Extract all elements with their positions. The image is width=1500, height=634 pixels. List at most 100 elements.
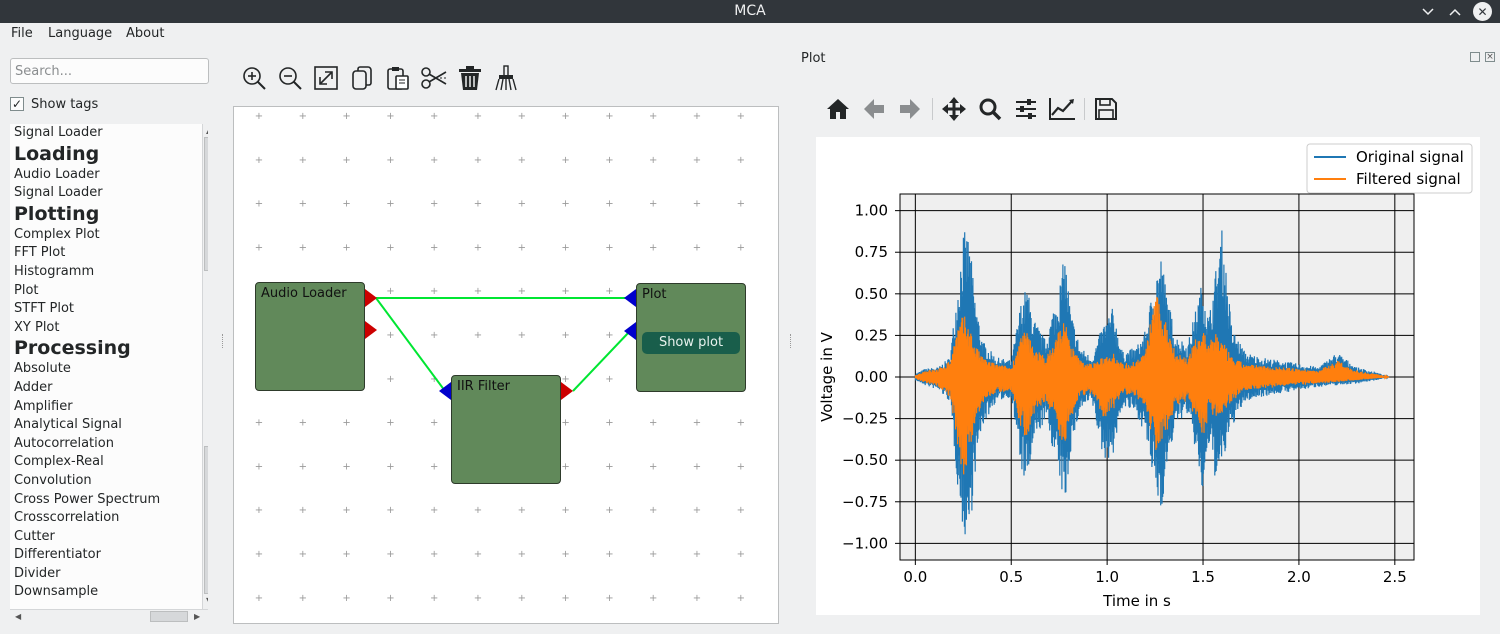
list-item[interactable]: Differentiator [14,547,101,563]
fit-view-button[interactable] [309,60,343,96]
list-item[interactable]: Crosscorrelation [14,510,120,526]
show-plot-button[interactable]: Show plot [642,332,740,354]
list-item[interactable]: Adder [14,379,53,395]
svg-text:+: + [386,461,394,472]
svg-text:+: + [605,461,613,472]
search-input[interactable] [10,58,209,84]
copy-button[interactable] [345,60,379,96]
svg-text:+: + [605,330,613,341]
paste-icon [387,67,409,90]
node-audio-loader[interactable]: Audio Loader [255,282,365,391]
node-iir-filter[interactable]: IIR Filter [451,375,561,484]
list-item[interactable]: Analytical Signal [14,417,122,433]
forward-button[interactable] [894,92,926,126]
zoom-in-button[interactable] [237,60,271,96]
list-item[interactable]: Divider [14,565,61,581]
maximize-button[interactable] [1445,2,1464,21]
home-button[interactable] [822,92,854,126]
delete-button[interactable] [453,60,487,96]
chevron-down-icon [1421,7,1434,15]
svg-text:+: + [299,155,307,166]
y-tick-label: −1.00 [842,534,888,552]
list-item[interactable]: Convolution [14,472,92,488]
scroll-thumb[interactable] [204,137,208,271]
hscroll-thumb[interactable] [150,611,188,622]
node-editor-canvas[interactable]: + + + + + + + + + + + + + + + + + + + + + + + + + + + + + + + + + + + + + + + +… [233,106,779,624]
close-window-button[interactable]: ✕ [1473,2,1492,21]
x-tick-label: 1.5 [1191,568,1215,586]
list-item[interactable]: FFT Plot [14,245,66,261]
node-plot[interactable]: Plot Show plot [636,283,746,392]
pan-button[interactable] [938,92,970,126]
svg-text:+: + [561,593,569,604]
connection-line[interactable] [572,330,631,392]
svg-text:+: + [737,242,745,253]
cut-button[interactable] [417,60,451,96]
output-port-1[interactable] [365,289,377,307]
zoom-out-icon [279,67,302,90]
menu-language[interactable]: Language [48,26,113,41]
paste-button[interactable] [381,60,415,96]
zoom-button[interactable] [974,92,1006,126]
splitter-handle[interactable] [222,334,225,348]
save-figure-button[interactable] [1090,92,1122,126]
plot-canvas[interactable]: 0.0 0.5 1.0 1.5 2.0 2.5 1.00 0.75 0.50 0.25 0.00 −0… [816,137,1480,615]
svg-text:+: + [386,155,394,166]
show-tags-checkbox[interactable]: ✓ Show tags [10,95,98,113]
list-item[interactable]: Signal Loader [14,125,103,140]
svg-text:+: + [299,461,307,472]
node-list[interactable]: Signal Loader Loading Audio Loader Signal L… [10,124,208,609]
menu-file[interactable]: File [11,26,33,41]
list-item[interactable]: Signal Loader [14,185,103,201]
list-vertical-scrollbar[interactable]: ▲ ▼ [202,124,208,609]
list-item[interactable]: Histogramm [14,263,95,279]
svg-text:+: + [693,461,701,472]
list-item[interactable]: Plot [14,282,39,298]
minimize-button[interactable] [1418,2,1437,21]
input-port-iir[interactable] [439,382,451,400]
output-port-2[interactable] [365,321,377,339]
svg-text:+: + [605,155,613,166]
input-port-plot-2[interactable] [624,322,636,340]
connection-line[interactable] [375,297,446,392]
svg-text:+: + [737,155,745,166]
splitter-handle-right[interactable] [790,334,793,348]
svg-text:+: + [255,549,263,560]
clear-button[interactable] [489,60,523,96]
svg-text:+: + [299,549,307,560]
list-item[interactable]: Downsample [14,584,99,600]
list-item[interactable]: Absolute [14,361,71,377]
back-button[interactable] [858,92,890,126]
svg-text:+: + [693,155,701,166]
svg-text:+: + [605,199,613,210]
list-item[interactable]: Audio Loader [14,166,100,182]
list-item[interactable]: XY Plot [14,319,60,335]
list-item[interactable]: Complex-Real [14,454,104,470]
list-horizontal-scrollbar[interactable]: ◀ ▶ [10,609,208,623]
dock-close-button[interactable]: × [1485,52,1495,62]
input-port-plot-1[interactable] [624,289,636,307]
menu-about[interactable]: About [126,26,165,41]
y-tick-label: −0.50 [842,451,888,469]
list-item[interactable]: Cutter [14,528,55,544]
svg-text:+: + [474,111,482,122]
list-item[interactable]: Amplifier [14,398,73,414]
output-port-iir[interactable] [561,382,573,400]
list-item[interactable]: STFT Plot [14,301,75,317]
scroll-thumb-lower[interactable] [204,446,208,594]
y-tick-label: 0.50 [855,285,888,303]
edit-axis-button[interactable] [1046,92,1078,126]
list-item[interactable]: Cross Power Spectrum [14,491,161,507]
configure-subplots-button[interactable] [1010,92,1042,126]
zoom-out-button[interactable] [273,60,307,96]
x-axis-label: Time in s [1102,592,1171,610]
svg-text:+: + [255,155,263,166]
svg-text:+: + [342,593,350,604]
list-item[interactable]: Autocorrelation [14,435,114,451]
svg-text:+: + [386,593,394,604]
list-item[interactable]: Complex Plot [14,226,100,242]
dock-float-button[interactable] [1470,52,1480,62]
svg-text:+: + [474,286,482,297]
svg-text:+: + [693,418,701,429]
svg-text:+: + [299,505,307,516]
